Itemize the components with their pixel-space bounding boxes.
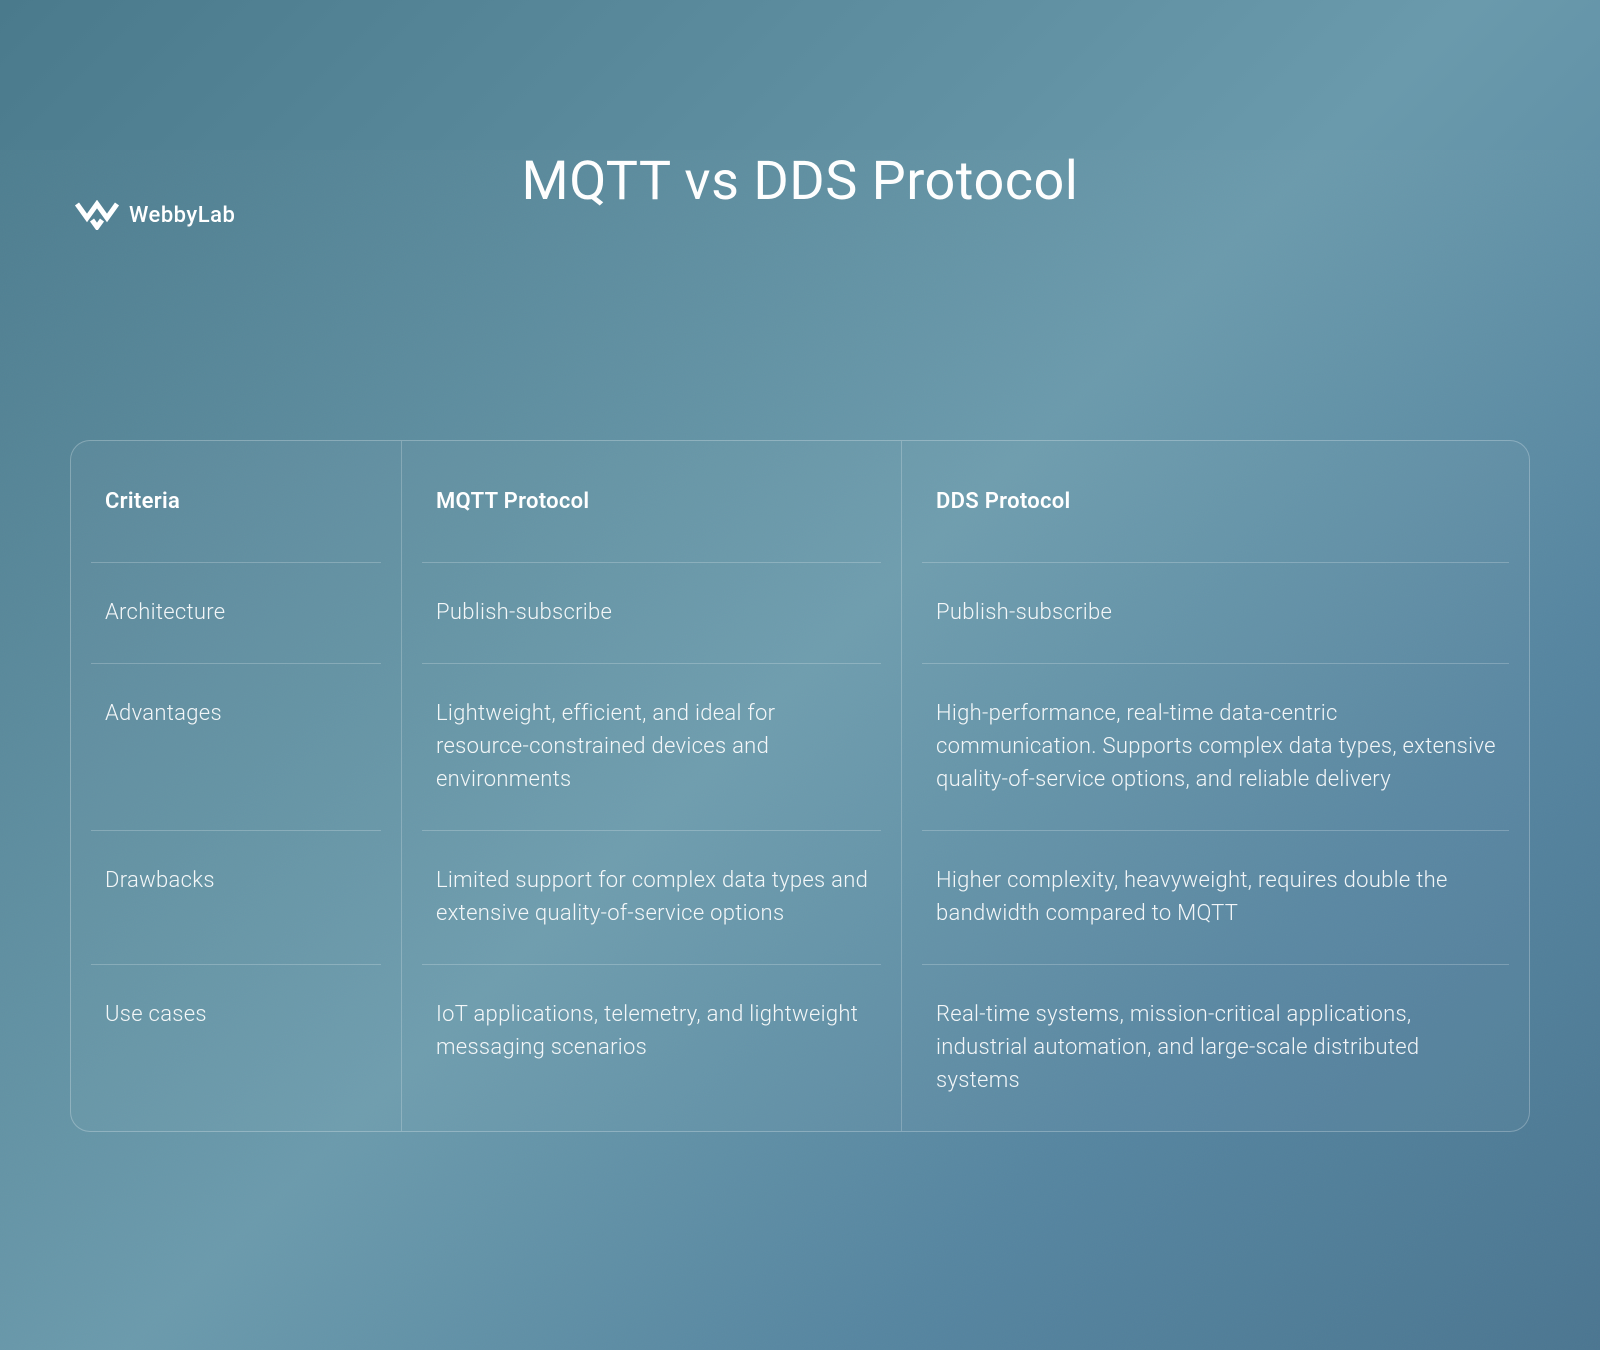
criteria-cell: Use cases xyxy=(71,964,401,1131)
mqtt-cell: Lightweight, efficient, and ideal for re… xyxy=(401,663,901,830)
mqtt-cell: Publish-subscribe xyxy=(401,562,901,663)
page-title: MQTT vs DDS Protocol xyxy=(0,150,1600,213)
mqtt-cell: IoT applications, telemetry, and lightwe… xyxy=(401,964,901,1131)
criteria-cell: Architecture xyxy=(71,562,401,663)
criteria-cell: Drawbacks xyxy=(71,830,401,964)
table-header-row: Criteria MQTT Protocol DDS Protocol xyxy=(71,441,1529,562)
dds-cell: Higher complexity, heavyweight, requires… xyxy=(901,830,1529,964)
col-header-dds: DDS Protocol xyxy=(901,441,1529,562)
table-row: Architecture Publish-subscribe Publish-s… xyxy=(71,562,1529,663)
brand-name: WebbyLab xyxy=(129,203,235,228)
table-row: Use cases IoT applications, telemetry, a… xyxy=(71,964,1529,1131)
dds-cell: Real-time systems, mission-critical appl… xyxy=(901,964,1529,1131)
brand-logo: WebbyLab xyxy=(75,200,235,230)
criteria-cell: Advantages xyxy=(71,663,401,830)
mqtt-cell: Limited support for complex data types a… xyxy=(401,830,901,964)
table-row: Drawbacks Limited support for complex da… xyxy=(71,830,1529,964)
comparison-table: Criteria MQTT Protocol DDS Protocol Arch… xyxy=(70,440,1530,1132)
dds-cell: High-performance, real-time data-centric… xyxy=(901,663,1529,830)
col-header-mqtt: MQTT Protocol xyxy=(401,441,901,562)
col-header-criteria: Criteria xyxy=(71,441,401,562)
brand-logo-icon xyxy=(75,200,119,230)
dds-cell: Publish-subscribe xyxy=(901,562,1529,663)
table-row: Advantages Lightweight, efficient, and i… xyxy=(71,663,1529,830)
